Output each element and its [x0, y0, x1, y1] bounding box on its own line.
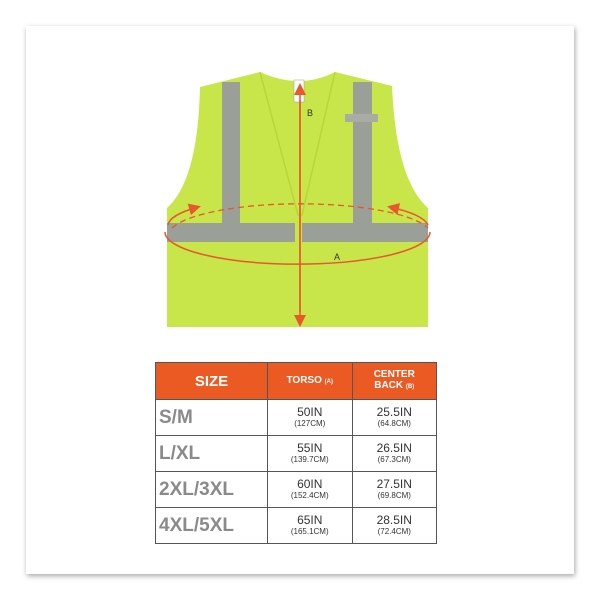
table-row: S/M 50IN (127CM) 25.5IN (64.8CM) — [155, 399, 437, 436]
center-back-cell: 25.5IN (64.8CM) — [351, 399, 437, 436]
size-cell: S/M — [155, 399, 268, 436]
label-a: A — [334, 252, 340, 262]
table-row: L/XL 55IN (139.7CM) 26.5IN (67.3CM) — [155, 435, 437, 472]
reflective-strap-right — [353, 82, 372, 225]
header-size: SIZE — [155, 362, 268, 400]
table-row: 2XL/3XL 60IN (152.4CM) 27.5IN (69.8CM) — [155, 471, 437, 508]
reflective-band-left — [167, 223, 295, 242]
torso-cell: 50IN (127CM) — [267, 399, 353, 436]
vest-body — [167, 72, 428, 327]
table-row: 4XL/5XL 65IN (165.1CM) 28.5IN (72.4CM) — [155, 507, 437, 544]
reflective-strap-left — [222, 82, 240, 225]
size-cell: 4XL/5XL — [155, 507, 268, 544]
size-cell: L/XL — [155, 435, 268, 472]
torso-cell: 65IN (165.1CM) — [267, 507, 353, 544]
header-center-back: CENTER BACK (B) — [351, 362, 437, 400]
center-back-cell: 27.5IN (69.8CM) — [351, 471, 437, 508]
label-b: B — [307, 108, 313, 118]
size-cell: 2XL/3XL — [155, 471, 268, 508]
badge-holder — [345, 114, 378, 122]
torso-measure-ellipse — [164, 231, 431, 265]
center-back-cell: 28.5IN (72.4CM) — [351, 507, 437, 544]
center-back-cell: 26.5IN (67.3CM) — [351, 435, 437, 472]
header-torso: TORSO (A) — [267, 362, 353, 400]
reflective-band-right — [302, 223, 428, 242]
torso-cell: 60IN (152.4CM) — [267, 471, 353, 508]
size-chart-table: SIZE TORSO (A) CENTER BACK (B) S/M 50IN (1… — [155, 362, 437, 544]
brand-label-icon — [293, 79, 305, 103]
torso-cell: 55IN (139.7CM) — [267, 435, 353, 472]
